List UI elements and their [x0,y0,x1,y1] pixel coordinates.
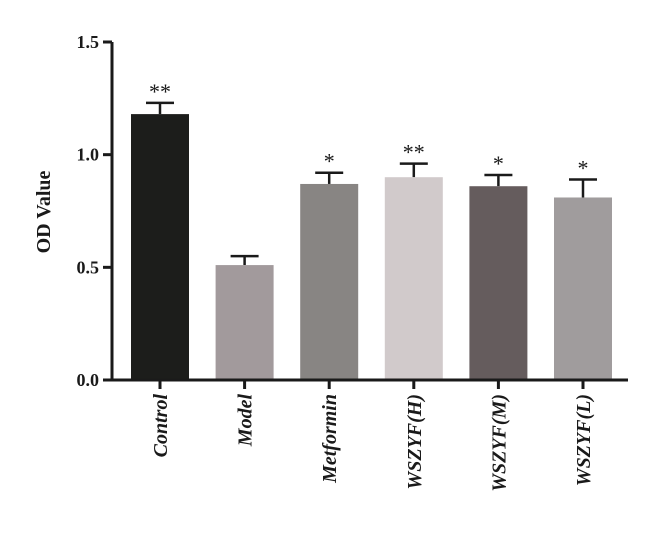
bar [469,186,528,380]
y-tick-label: 1.5 [77,32,100,52]
bars: *** ** * * [131,79,612,381]
bar-group: * [554,155,612,380]
bar [300,183,359,380]
bar-group [215,254,274,380]
bar-group: ** [384,140,443,380]
bar-group: * [300,149,359,380]
y-axis-title: OD Value [33,170,55,253]
significance-label: ** [403,140,425,165]
x-tick-label: WSZYF(L) [573,394,595,486]
x-tick-label: WSZYF(M) [488,394,510,492]
x-tick-label: WSZYF(H) [404,394,426,490]
bar [554,197,612,380]
y-tick-label: 1.0 [77,145,100,165]
y-tick-label: 0.0 [77,370,100,390]
significance-label: * [578,155,589,180]
significance-label: ** [149,79,171,104]
bar-group: * [469,151,528,380]
x-tick-label: Metformin [319,394,341,484]
bar-group: ** [131,79,189,381]
y-axis: 0.0 0.5 1.0 1.5 [77,32,114,390]
bar [384,177,443,380]
significance-label: * [493,151,504,176]
bar [131,114,189,381]
x-tick-label: Model [235,394,257,448]
bar [215,265,274,380]
x-tick-label: Control [150,394,172,458]
y-tick-label: 0.5 [77,257,100,277]
significance-label: * [324,149,335,174]
x-axis: Control Model Metformin WSZYF(H) WSZYF(M) WSZ… [110,378,628,492]
